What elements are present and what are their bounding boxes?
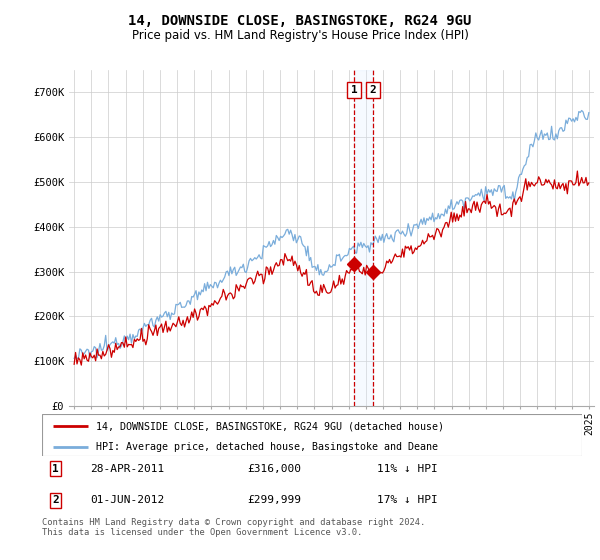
Text: 14, DOWNSIDE CLOSE, BASINGSTOKE, RG24 9GU: 14, DOWNSIDE CLOSE, BASINGSTOKE, RG24 9G… <box>128 14 472 28</box>
Text: 1: 1 <box>351 85 358 95</box>
Text: 28-APR-2011: 28-APR-2011 <box>91 464 165 474</box>
Text: £299,999: £299,999 <box>247 495 301 505</box>
Bar <box>354 70 373 406</box>
Text: 2: 2 <box>52 495 59 505</box>
Text: £316,000: £316,000 <box>247 464 301 474</box>
Text: Price paid vs. HM Land Registry's House Price Index (HPI): Price paid vs. HM Land Registry's House … <box>131 29 469 42</box>
Text: 2: 2 <box>370 85 376 95</box>
Text: 01-JUN-2012: 01-JUN-2012 <box>91 495 165 505</box>
Text: 17% ↓ HPI: 17% ↓ HPI <box>377 495 437 505</box>
Text: 1: 1 <box>52 464 59 474</box>
Text: 14, DOWNSIDE CLOSE, BASINGSTOKE, RG24 9GU (detached house): 14, DOWNSIDE CLOSE, BASINGSTOKE, RG24 9G… <box>96 421 444 431</box>
Text: Contains HM Land Registry data © Crown copyright and database right 2024.
This d: Contains HM Land Registry data © Crown c… <box>42 518 425 538</box>
Text: 11% ↓ HPI: 11% ↓ HPI <box>377 464 437 474</box>
Text: HPI: Average price, detached house, Basingstoke and Deane: HPI: Average price, detached house, Basi… <box>96 442 438 452</box>
